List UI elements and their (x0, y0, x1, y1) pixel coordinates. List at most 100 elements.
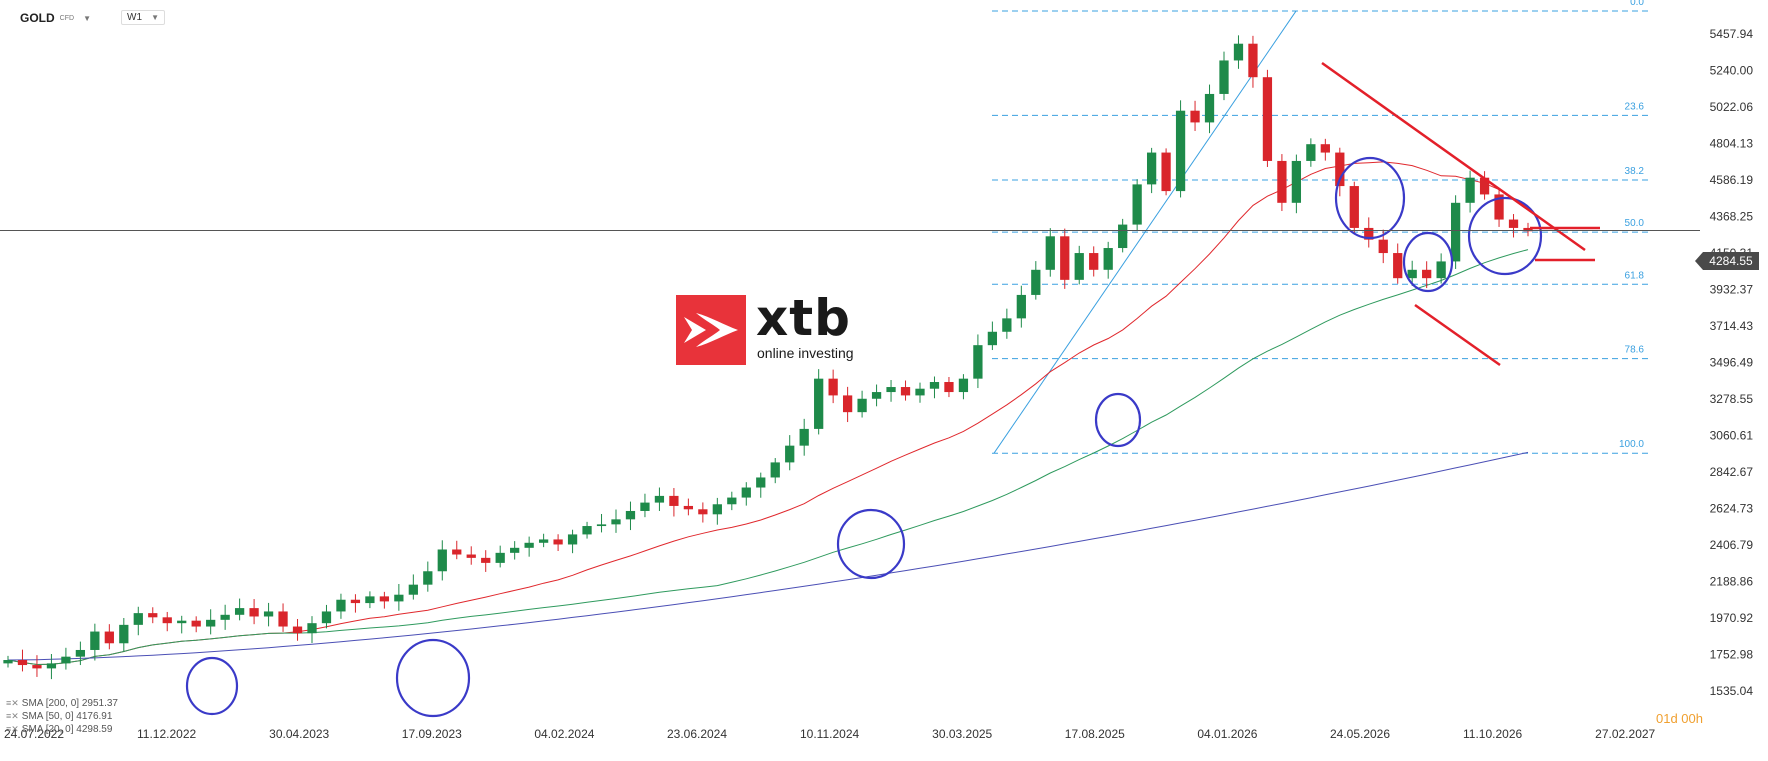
candle-body (1494, 194, 1504, 220)
candlesticks (3, 35, 1533, 680)
candle-body (1190, 110, 1200, 123)
candle-body (842, 395, 853, 413)
sma-200-line (7, 451, 1529, 661)
chart-toolbar: GOLD CFD ▼ W1 ▼ (0, 0, 1768, 36)
legend-item[interactable]: ≡✕ SMA [20, 0] 4298.59 (6, 723, 118, 736)
candle-body (1146, 152, 1157, 185)
candle-body (1118, 224, 1128, 249)
candle-body (886, 387, 896, 393)
candle-body (1364, 227, 1374, 240)
price-tick-label: 3932.37 (1710, 283, 1754, 297)
candle-body (814, 378, 824, 429)
date-tick-label: 30.04.2023 (269, 727, 329, 741)
candle-body (1045, 236, 1055, 270)
price-axis: 5457.94 5240.00 5022.06 4804.13 4586.19 4368.… (1710, 27, 1754, 698)
current-price-tag: 4284.55 (1695, 252, 1759, 270)
price-tick-label: 5022.06 (1710, 100, 1754, 114)
candle-body (379, 596, 390, 602)
date-tick-label: 27.02.2027 (1595, 727, 1655, 741)
date-tick-label: 23.06.2024 (667, 727, 727, 741)
candle-body (1523, 227, 1533, 232)
sma-20-line (7, 161, 1529, 666)
legend-label: SMA [50, 0] 4176.91 (21, 711, 113, 722)
fib-anchor-line (993, 10, 1297, 454)
price-tick-label: 4368.25 (1710, 210, 1754, 224)
candle-body (1031, 269, 1041, 295)
fib-level-label: 0.0 (1630, 0, 1644, 8)
candle-body (987, 331, 998, 346)
legend-item[interactable]: ≡✕ SMA [50, 0] 4176.91 (6, 710, 118, 723)
candle-body (423, 571, 433, 585)
price-tick-label: 2624.73 (1710, 502, 1754, 516)
settings-icon[interactable]: ≡✕ (6, 698, 19, 708)
chevron-down-icon[interactable]: ▼ (83, 13, 91, 23)
candle-body (1422, 269, 1432, 279)
highlight-circle (836, 508, 906, 580)
candle-body (1060, 236, 1070, 280)
candle-body (1465, 177, 1475, 203)
date-tick-label: 30.03.2025 (932, 727, 992, 741)
candle-body (611, 519, 621, 525)
legend-label: SMA [20, 0] 4298.59 (21, 724, 113, 735)
candle-body (1306, 144, 1316, 161)
candle-body (625, 510, 636, 520)
moving-averages (7, 161, 1529, 666)
timeframe-label: W1 (127, 12, 142, 23)
candle-body (3, 660, 13, 664)
fib-level-label: 23.6 (1625, 101, 1645, 112)
date-tick-label: 17.08.2025 (1065, 727, 1125, 741)
price-tick-label: 1752.98 (1710, 648, 1754, 662)
candle-body (452, 549, 462, 555)
price-tick-label: 4586.19 (1710, 173, 1754, 187)
candle-body (871, 392, 882, 399)
date-axis: 24.07.2022 11.12.2022 30.04.2023 17.09.2023… (4, 727, 1656, 741)
candle-body (1378, 239, 1388, 254)
candle-body (1016, 294, 1026, 319)
candle-body (321, 611, 332, 624)
candle-body (567, 534, 578, 545)
settings-icon[interactable]: ≡✕ (6, 724, 19, 734)
candle-body (1248, 43, 1258, 78)
candle-body (973, 345, 983, 379)
date-tick-label: 24.07.2022 (4, 727, 64, 741)
candle-body (495, 552, 505, 563)
candle-body (46, 663, 57, 669)
highlight-circle (1402, 231, 1454, 293)
settings-icon[interactable]: ≡✕ (6, 711, 19, 721)
symbol-selector[interactable]: GOLD CFD ▼ (20, 11, 91, 25)
candle-body (524, 542, 534, 548)
highlight-circle (1334, 156, 1406, 240)
candle-body (1204, 93, 1215, 123)
candle-body (220, 614, 230, 620)
candle-body (1277, 160, 1287, 203)
candle-body (944, 382, 954, 393)
candle-body (1407, 269, 1417, 279)
fib-level-label: 50.0 (1625, 218, 1645, 229)
candle-body (654, 495, 665, 503)
legend-item[interactable]: ≡✕ SMA [200, 0] 2951.37 (6, 697, 118, 710)
timeframe-selector[interactable]: W1 ▼ (121, 10, 165, 25)
candle-body (32, 665, 42, 669)
highlight-circle (395, 638, 471, 718)
fibonacci-retracement[interactable]: 0.0 23.6 38.2 50.0 61.8 78.6 100.0 (992, 0, 1648, 454)
candle-body (510, 547, 520, 553)
date-tick-label: 11.12.2022 (137, 727, 196, 741)
chevron-down-icon[interactable]: ▼ (151, 13, 159, 22)
candle-body (191, 620, 201, 627)
price-tick-label: 3060.61 (1710, 429, 1754, 443)
candle-body (1393, 253, 1403, 279)
candle-body (1103, 248, 1113, 270)
candle-body (785, 445, 795, 463)
candle-body (596, 524, 607, 527)
date-tick-label: 11.10.2026 (1463, 727, 1522, 741)
date-tick-label: 24.05.2026 (1330, 727, 1390, 741)
candle-body (17, 660, 28, 666)
candle-body (929, 382, 940, 389)
xtb-tagline: online investing (757, 345, 854, 361)
fib-level-label: 78.6 (1625, 345, 1645, 356)
sma-50-line (7, 249, 1529, 666)
candle-body (394, 594, 404, 602)
fib-level-label: 38.2 (1625, 166, 1645, 177)
candle-body (133, 613, 143, 625)
